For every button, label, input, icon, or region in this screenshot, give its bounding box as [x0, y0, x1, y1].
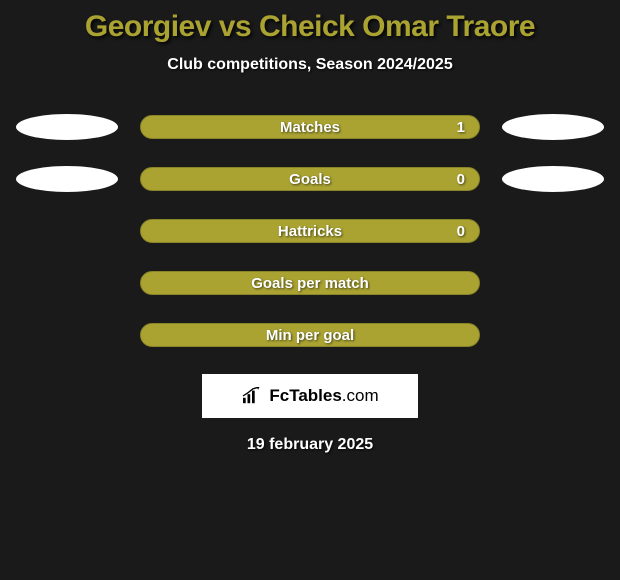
stat-label: Goals	[289, 171, 331, 188]
stat-bar: Min per goal	[140, 323, 480, 347]
stat-row: Goals per match	[0, 268, 620, 298]
stat-label: Matches	[280, 119, 340, 136]
right-value-slot	[498, 112, 608, 142]
chart-icon	[241, 387, 263, 405]
left-value-slot	[12, 112, 122, 142]
stat-label: Goals per match	[251, 275, 369, 292]
stats-list: Matches 1 Goals 0 Hattricks 0 Goals per match M…	[0, 112, 620, 350]
stat-label: Hattricks	[278, 223, 342, 240]
left-value-slot	[12, 268, 122, 298]
left-value-slot	[12, 164, 122, 194]
value-ellipse	[502, 114, 604, 140]
right-value-slot	[498, 164, 608, 194]
right-value-slot	[498, 268, 608, 298]
stat-label: Min per goal	[266, 327, 354, 344]
subtitle: Club competitions, Season 2024/2025	[0, 56, 620, 74]
stat-bar: Goals 0	[140, 167, 480, 191]
value-ellipse	[502, 166, 604, 192]
fctables-logo[interactable]: FcTables.com	[202, 374, 418, 418]
stat-value: 0	[457, 171, 465, 188]
comparison-container: Georgiev vs Cheick Omar Traore Club comp…	[0, 0, 620, 464]
stat-row: Hattricks 0	[0, 216, 620, 246]
stat-value: 1	[457, 119, 465, 136]
logo-text-light: .com	[342, 386, 379, 405]
stat-bar: Hattricks 0	[140, 219, 480, 243]
stat-bar: Matches 1	[140, 115, 480, 139]
value-ellipse	[16, 114, 118, 140]
logo-text-bold: FcTables	[269, 386, 341, 405]
page-title: Georgiev vs Cheick Omar Traore	[0, 10, 620, 44]
logo-text: FcTables.com	[269, 386, 378, 406]
left-value-slot	[12, 216, 122, 246]
stat-row: Goals 0	[0, 164, 620, 194]
stat-row: Matches 1	[0, 112, 620, 142]
date-label: 19 february 2025	[0, 436, 620, 454]
stat-row: Min per goal	[0, 320, 620, 350]
right-value-slot	[498, 216, 608, 246]
stat-bar: Goals per match	[140, 271, 480, 295]
value-ellipse	[16, 166, 118, 192]
left-value-slot	[12, 320, 122, 350]
stat-value: 0	[457, 223, 465, 240]
right-value-slot	[498, 320, 608, 350]
